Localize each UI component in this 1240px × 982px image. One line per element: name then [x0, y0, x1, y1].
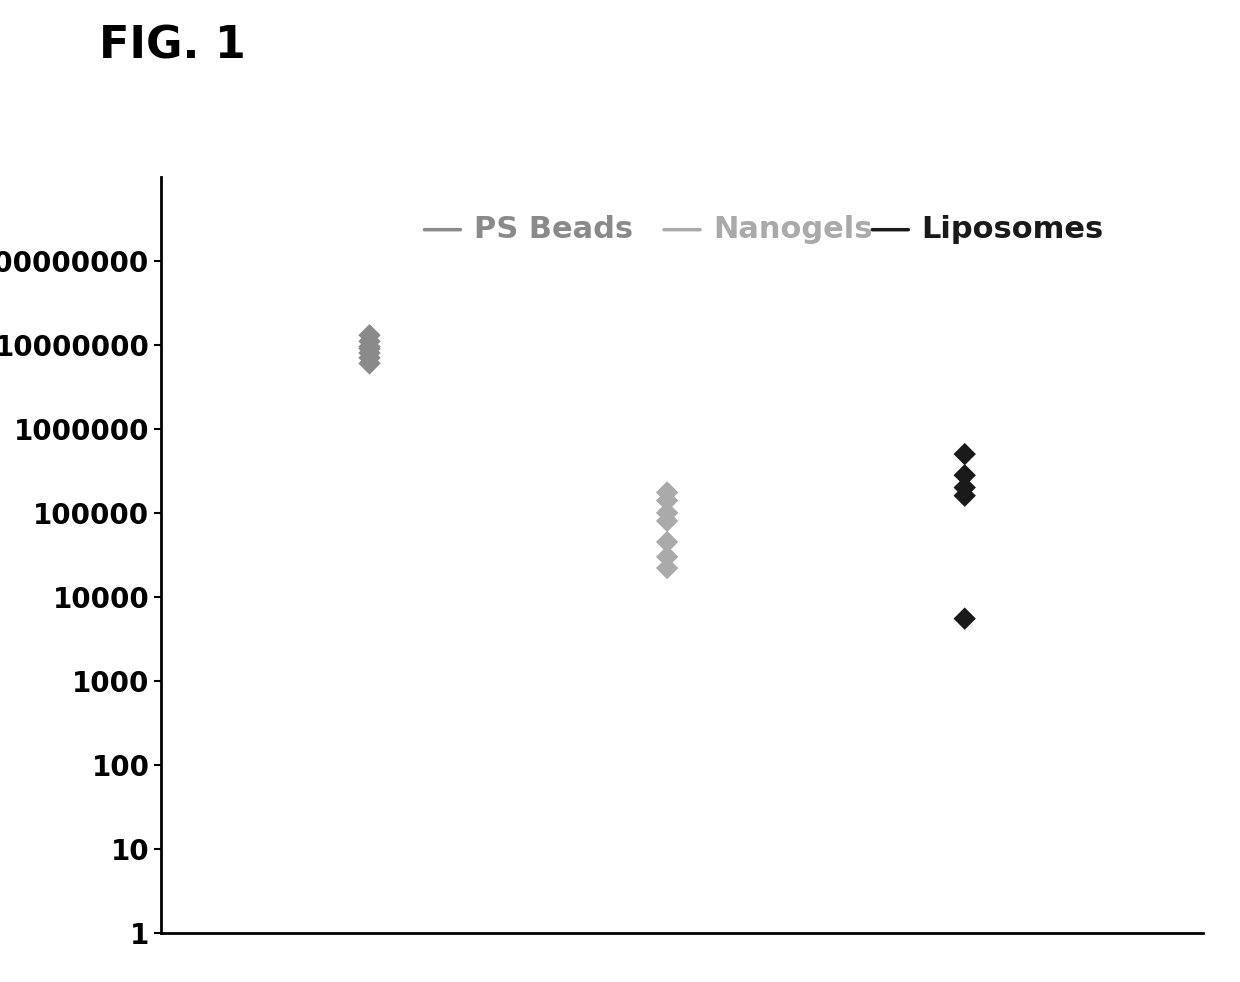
Point	[657, 549, 677, 565]
Point	[657, 560, 677, 575]
Point	[955, 467, 975, 483]
Point	[955, 479, 975, 495]
Point	[657, 484, 677, 500]
Point	[657, 534, 677, 550]
Point	[360, 339, 379, 355]
Point	[657, 514, 677, 529]
Point	[360, 345, 379, 360]
Point	[955, 488, 975, 504]
Point	[360, 341, 379, 356]
Text: FIG. 1: FIG. 1	[99, 25, 246, 68]
Text: Nanogels: Nanogels	[713, 215, 873, 245]
Point	[360, 327, 379, 343]
Text: Liposomes: Liposomes	[921, 215, 1104, 245]
Point	[657, 493, 677, 509]
Point	[360, 334, 379, 350]
Point	[360, 355, 379, 371]
Point	[657, 505, 677, 520]
Text: PS Beads: PS Beads	[474, 215, 632, 245]
Point	[955, 446, 975, 462]
Point	[360, 350, 379, 365]
Point	[955, 611, 975, 627]
